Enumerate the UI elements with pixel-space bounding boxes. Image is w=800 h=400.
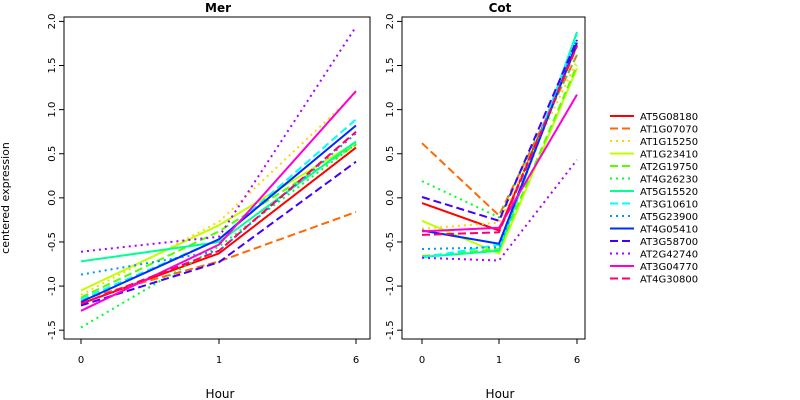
y-tick-label: 0.5 <box>385 146 396 162</box>
plot-area-mer: -1.5 -1.0 -0.5 0.0 0.5 1.0 1.5 2.0 0 1 6 <box>47 13 371 366</box>
legend-label: AT2G42740 <box>640 250 698 261</box>
legend-label: AT5G23900 <box>640 212 698 223</box>
x-tick-label: 0 <box>419 355 425 366</box>
series-line-AT3G10610 <box>421 34 578 259</box>
plot-area-cot: -1.5 -1.0 -0.5 0.0 0.5 1.0 1.5 2.0 0 1 6 <box>385 13 586 366</box>
plot-frame <box>63 16 371 340</box>
x-tick-label: 6 <box>574 355 580 366</box>
y-tick-label: -0.5 <box>385 232 396 252</box>
x-tick-label: 1 <box>496 355 502 366</box>
series-line-AT2G42740 <box>80 26 357 253</box>
x-axis-label-cot: Hour <box>486 387 515 400</box>
legend-label: AT3G04770 <box>640 262 698 273</box>
x-tick-label: 1 <box>216 355 222 366</box>
series-line-AT5G15520 <box>80 140 357 263</box>
y-tick-label: -1.5 <box>385 320 396 340</box>
series-line-AT1G23410 <box>421 67 578 255</box>
legend-label: AT4G26230 <box>640 175 698 186</box>
series-line-AT4G30800 <box>421 45 578 236</box>
y-tick-label: 2.0 <box>385 13 396 29</box>
series-line-AT3G58700 <box>421 39 578 223</box>
legend-label: AT1G07070 <box>640 125 698 136</box>
y-tick-label: 0.0 <box>47 190 58 206</box>
legend-label: AT4G05410 <box>640 225 698 236</box>
series-line-AT3G58700 <box>80 160 357 307</box>
series-line-AT5G08180 <box>421 44 578 232</box>
series-line-AT1G07070 <box>80 211 357 301</box>
legend-label: AT1G15250 <box>640 137 698 148</box>
series-line-AT5G15520 <box>421 31 578 258</box>
x-tick-label: 0 <box>78 355 84 366</box>
legend-label: AT3G10610 <box>640 200 698 211</box>
series-line-AT4G05410 <box>421 42 578 245</box>
series-line-AT1G15250 <box>421 60 578 230</box>
y-tick-label: 0.5 <box>47 146 58 162</box>
panel-title-mer: Mer <box>205 1 231 15</box>
panel-title-cot: Cot <box>489 1 512 15</box>
series-line-AT3G04770 <box>80 90 357 312</box>
series-line-AT2G42740 <box>421 159 578 262</box>
y-axis-label: centered expression <box>0 142 12 254</box>
panel-cot: Cot -1.5 -1.0 -0.5 0.0 0.5 1.0 1.5 2.0 0 1 6 Hour <box>385 1 586 400</box>
panel-mer: Mer -1.5 -1.0 -0.5 0.0 0.5 1.0 1.5 2.0 0 1 6 Hour <box>47 1 371 400</box>
y-tick-label: -1.5 <box>47 320 58 340</box>
legend-label: AT2G19750 <box>640 162 698 173</box>
legend-label: AT4G30800 <box>640 275 698 286</box>
plot-frame <box>401 16 586 340</box>
series-line-AT3G04770 <box>421 94 578 233</box>
y-tick-label: 1.0 <box>385 102 396 118</box>
series-line-AT2G19750 <box>80 144 357 299</box>
series-line-AT3G10610 <box>80 118 357 301</box>
y-tick-label: -0.5 <box>47 232 58 252</box>
legend-label: AT5G15520 <box>640 187 698 198</box>
legend-label: AT1G23410 <box>640 150 698 161</box>
y-tick-label: 2.0 <box>47 13 58 29</box>
series-line-AT5G23900 <box>421 38 578 250</box>
series-line-AT4G30800 <box>80 130 357 305</box>
y-tick-label: -1.0 <box>47 276 58 296</box>
series-line-AT1G15250 <box>80 92 357 296</box>
y-tick-label: -1.0 <box>385 276 396 296</box>
series-line-AT1G23410 <box>80 141 357 292</box>
x-axis-label-mer: Hour <box>206 387 235 400</box>
y-tick-label: 1.5 <box>47 58 58 74</box>
y-tick-label: 0.0 <box>385 190 396 206</box>
legend: AT5G08180AT1G07070AT1G15250AT1G23410AT2G… <box>610 112 698 286</box>
y-tick-label: 1.0 <box>47 102 58 118</box>
y-tick-label: 1.5 <box>385 58 396 74</box>
legend-label: AT5G08180 <box>640 112 698 123</box>
series-line-AT4G05410 <box>80 124 357 303</box>
legend-label: AT3G58700 <box>640 237 698 248</box>
x-tick-label: 6 <box>353 355 359 366</box>
